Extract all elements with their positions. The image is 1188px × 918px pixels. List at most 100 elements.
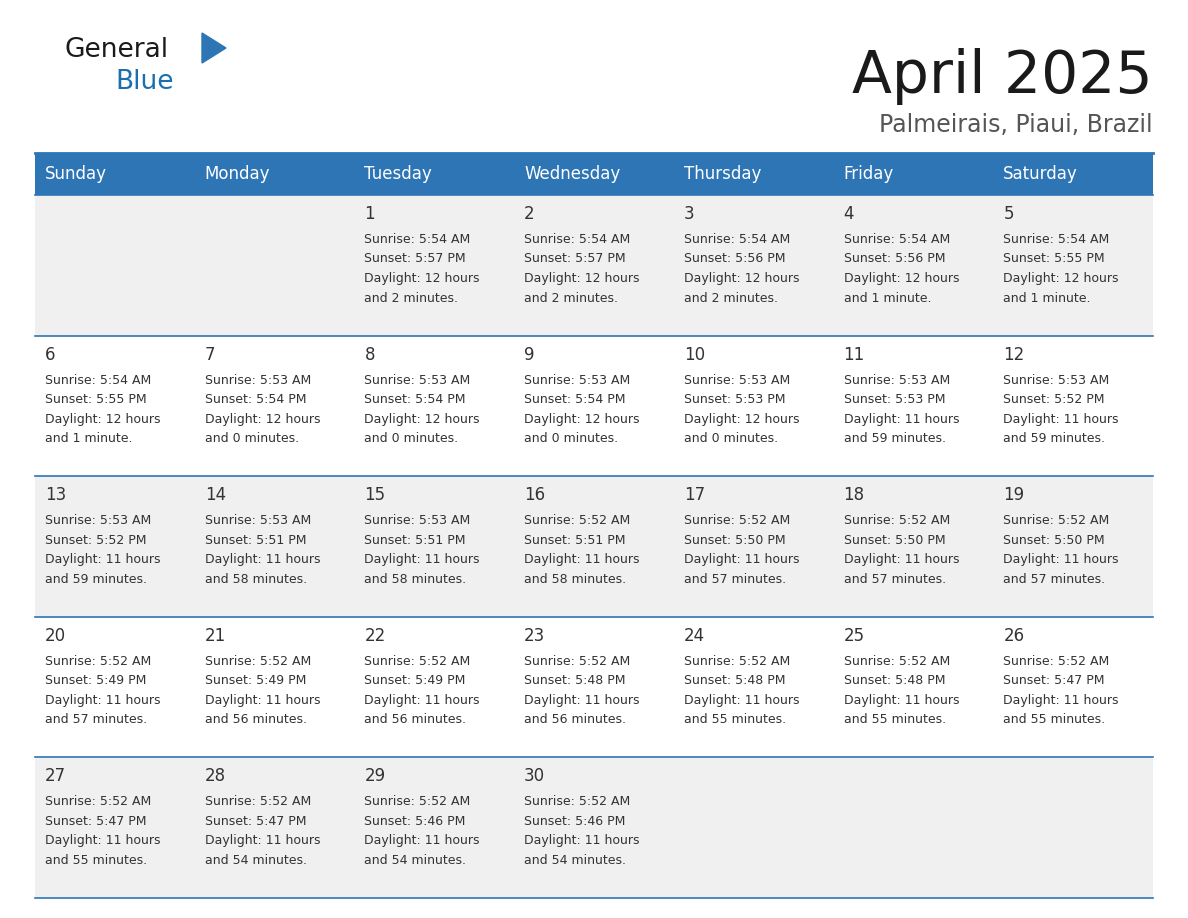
Text: Sunrise: 5:52 AM: Sunrise: 5:52 AM	[524, 514, 631, 527]
Text: 16: 16	[524, 487, 545, 504]
Text: and 56 minutes.: and 56 minutes.	[365, 713, 467, 726]
Text: April 2025: April 2025	[852, 48, 1154, 105]
Text: Daylight: 11 hours: Daylight: 11 hours	[1004, 412, 1119, 426]
Text: Sunset: 5:57 PM: Sunset: 5:57 PM	[524, 252, 626, 265]
Text: Daylight: 11 hours: Daylight: 11 hours	[843, 412, 959, 426]
Text: and 56 minutes.: and 56 minutes.	[204, 713, 307, 726]
Text: 25: 25	[843, 627, 865, 644]
Text: Daylight: 12 hours: Daylight: 12 hours	[684, 412, 800, 426]
Text: Sunrise: 5:52 AM: Sunrise: 5:52 AM	[684, 655, 790, 667]
Text: 17: 17	[684, 487, 704, 504]
Text: Sunset: 5:50 PM: Sunset: 5:50 PM	[843, 533, 946, 547]
Text: 22: 22	[365, 627, 386, 644]
Text: Daylight: 11 hours: Daylight: 11 hours	[45, 694, 160, 707]
Text: Sunrise: 5:52 AM: Sunrise: 5:52 AM	[1004, 655, 1110, 667]
Text: Sunrise: 5:53 AM: Sunrise: 5:53 AM	[365, 374, 470, 386]
Text: Sunrise: 5:52 AM: Sunrise: 5:52 AM	[204, 795, 311, 809]
Text: Daylight: 11 hours: Daylight: 11 hours	[684, 694, 800, 707]
Text: and 54 minutes.: and 54 minutes.	[204, 854, 307, 867]
Text: 8: 8	[365, 345, 375, 364]
Text: Sunset: 5:53 PM: Sunset: 5:53 PM	[843, 393, 946, 406]
Text: and 57 minutes.: and 57 minutes.	[1004, 573, 1105, 586]
Text: 27: 27	[45, 767, 67, 786]
Text: Sunset: 5:56 PM: Sunset: 5:56 PM	[843, 252, 946, 265]
FancyBboxPatch shape	[34, 195, 1154, 336]
Text: and 1 minute.: and 1 minute.	[1004, 292, 1091, 305]
Text: and 2 minutes.: and 2 minutes.	[365, 292, 459, 305]
Text: Palmeirais, Piaui, Brazil: Palmeirais, Piaui, Brazil	[879, 113, 1154, 137]
Text: Sunset: 5:49 PM: Sunset: 5:49 PM	[45, 675, 146, 688]
Text: and 1 minute.: and 1 minute.	[45, 432, 133, 445]
FancyBboxPatch shape	[34, 617, 1154, 757]
Text: and 54 minutes.: and 54 minutes.	[365, 854, 467, 867]
Text: Daylight: 11 hours: Daylight: 11 hours	[843, 554, 959, 566]
Text: Daylight: 11 hours: Daylight: 11 hours	[524, 554, 639, 566]
Text: Daylight: 12 hours: Daylight: 12 hours	[45, 412, 160, 426]
Text: Sunset: 5:55 PM: Sunset: 5:55 PM	[1004, 252, 1105, 265]
Text: 19: 19	[1004, 487, 1024, 504]
Text: 15: 15	[365, 487, 386, 504]
Text: 11: 11	[843, 345, 865, 364]
Text: 2: 2	[524, 205, 535, 223]
Text: Sunset: 5:57 PM: Sunset: 5:57 PM	[365, 252, 466, 265]
Text: Sunset: 5:54 PM: Sunset: 5:54 PM	[204, 393, 307, 406]
Text: Sunset: 5:47 PM: Sunset: 5:47 PM	[1004, 675, 1105, 688]
Text: and 58 minutes.: and 58 minutes.	[524, 573, 626, 586]
Text: Tuesday: Tuesday	[365, 165, 432, 183]
Text: Sunrise: 5:53 AM: Sunrise: 5:53 AM	[524, 374, 631, 386]
Text: Sunrise: 5:52 AM: Sunrise: 5:52 AM	[365, 795, 470, 809]
Text: Sunset: 5:47 PM: Sunset: 5:47 PM	[45, 815, 146, 828]
Text: General: General	[65, 37, 169, 63]
Text: Sunrise: 5:52 AM: Sunrise: 5:52 AM	[843, 655, 950, 667]
Text: Sunset: 5:56 PM: Sunset: 5:56 PM	[684, 252, 785, 265]
Text: Thursday: Thursday	[684, 165, 762, 183]
Text: Daylight: 11 hours: Daylight: 11 hours	[365, 834, 480, 847]
Text: Sunset: 5:54 PM: Sunset: 5:54 PM	[524, 393, 626, 406]
Text: and 58 minutes.: and 58 minutes.	[365, 573, 467, 586]
Text: Sunset: 5:52 PM: Sunset: 5:52 PM	[1004, 393, 1105, 406]
Text: Daylight: 12 hours: Daylight: 12 hours	[1004, 272, 1119, 285]
Text: Sunset: 5:51 PM: Sunset: 5:51 PM	[204, 533, 307, 547]
Text: 21: 21	[204, 627, 226, 644]
Text: Sunrise: 5:54 AM: Sunrise: 5:54 AM	[1004, 233, 1110, 246]
Polygon shape	[202, 33, 226, 63]
Text: 13: 13	[45, 487, 67, 504]
Text: Sunset: 5:47 PM: Sunset: 5:47 PM	[204, 815, 307, 828]
Text: Sunset: 5:46 PM: Sunset: 5:46 PM	[365, 815, 466, 828]
Text: Sunset: 5:48 PM: Sunset: 5:48 PM	[524, 675, 626, 688]
Text: Sunrise: 5:54 AM: Sunrise: 5:54 AM	[45, 374, 151, 386]
Text: Daylight: 11 hours: Daylight: 11 hours	[524, 834, 639, 847]
FancyBboxPatch shape	[34, 336, 1154, 476]
Text: Daylight: 11 hours: Daylight: 11 hours	[204, 834, 321, 847]
Text: 23: 23	[524, 627, 545, 644]
Text: Sunset: 5:51 PM: Sunset: 5:51 PM	[365, 533, 466, 547]
Text: and 0 minutes.: and 0 minutes.	[524, 432, 618, 445]
Text: 14: 14	[204, 487, 226, 504]
Text: Sunrise: 5:52 AM: Sunrise: 5:52 AM	[524, 795, 631, 809]
Text: Sunset: 5:49 PM: Sunset: 5:49 PM	[365, 675, 466, 688]
Text: Daylight: 12 hours: Daylight: 12 hours	[204, 412, 321, 426]
Text: 1: 1	[365, 205, 375, 223]
Text: Sunrise: 5:52 AM: Sunrise: 5:52 AM	[204, 655, 311, 667]
Text: 30: 30	[524, 767, 545, 786]
Text: and 58 minutes.: and 58 minutes.	[204, 573, 307, 586]
Text: Sunrise: 5:53 AM: Sunrise: 5:53 AM	[684, 374, 790, 386]
Text: and 59 minutes.: and 59 minutes.	[45, 573, 147, 586]
Text: Sunrise: 5:52 AM: Sunrise: 5:52 AM	[365, 655, 470, 667]
Text: Sunset: 5:52 PM: Sunset: 5:52 PM	[45, 533, 146, 547]
Text: Daylight: 11 hours: Daylight: 11 hours	[1004, 554, 1119, 566]
Text: Sunrise: 5:54 AM: Sunrise: 5:54 AM	[684, 233, 790, 246]
Text: Sunset: 5:51 PM: Sunset: 5:51 PM	[524, 533, 626, 547]
Text: Daylight: 11 hours: Daylight: 11 hours	[365, 554, 480, 566]
Text: 6: 6	[45, 345, 56, 364]
Text: Daylight: 12 hours: Daylight: 12 hours	[524, 412, 639, 426]
Text: Sunrise: 5:53 AM: Sunrise: 5:53 AM	[45, 514, 151, 527]
Text: Sunrise: 5:52 AM: Sunrise: 5:52 AM	[684, 514, 790, 527]
Text: Sunrise: 5:54 AM: Sunrise: 5:54 AM	[365, 233, 470, 246]
Text: Daylight: 12 hours: Daylight: 12 hours	[365, 272, 480, 285]
Text: Sunset: 5:55 PM: Sunset: 5:55 PM	[45, 393, 146, 406]
Text: 26: 26	[1004, 627, 1024, 644]
Text: 24: 24	[684, 627, 704, 644]
Text: Sunset: 5:54 PM: Sunset: 5:54 PM	[365, 393, 466, 406]
Text: Sunset: 5:48 PM: Sunset: 5:48 PM	[843, 675, 946, 688]
